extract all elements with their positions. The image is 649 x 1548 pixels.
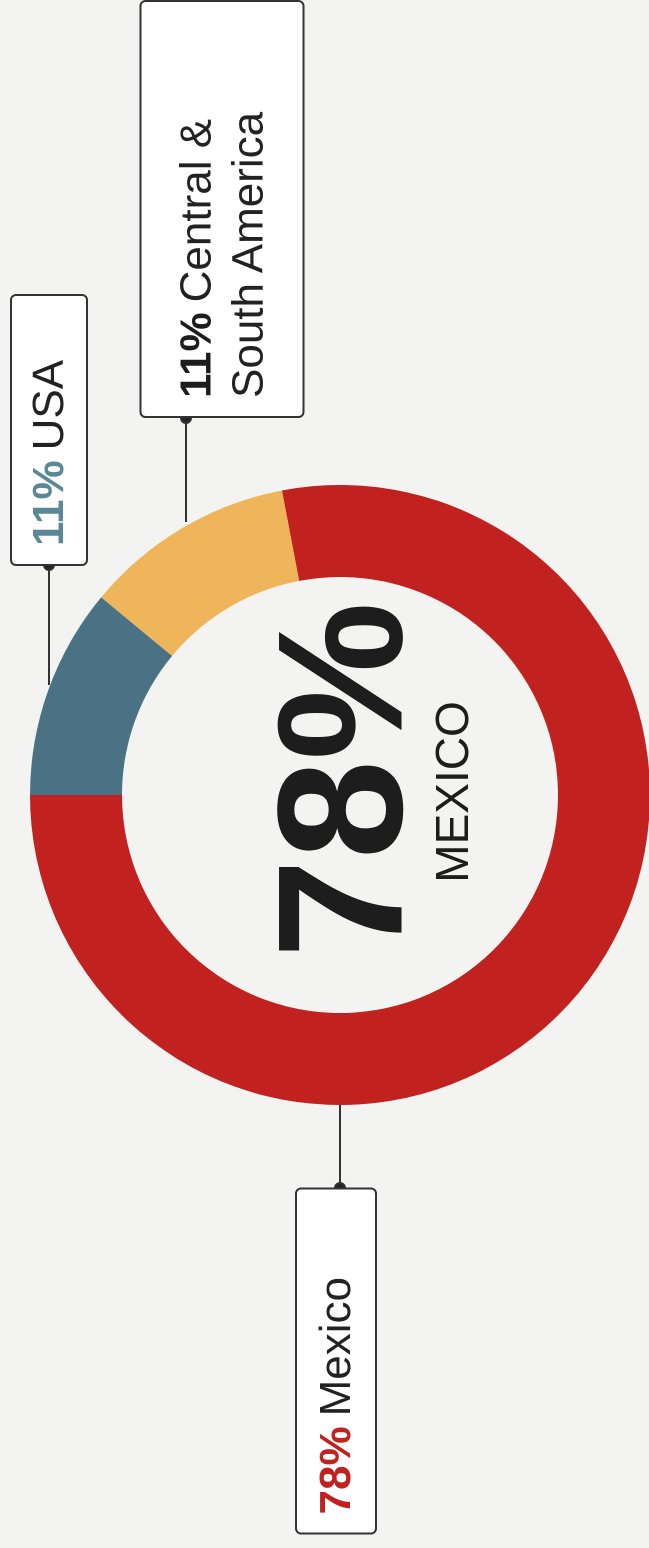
donut-segment [101,490,300,657]
category-label: Mexico [311,1277,360,1417]
label-box: 11% USA [10,294,88,566]
donut-segment [30,485,649,1105]
label-box: 11%Central & South America [139,0,305,418]
label-box: 78% Mexico [295,1187,377,1535]
donut-segment [30,597,173,795]
center-label: 78% [241,602,440,958]
value-label: 11% [171,312,220,398]
value-label: 11% [24,460,73,546]
center-sublabel: MEXICO [426,701,478,882]
value-label: 78% [311,1426,360,1515]
category-label: USA [24,359,73,451]
